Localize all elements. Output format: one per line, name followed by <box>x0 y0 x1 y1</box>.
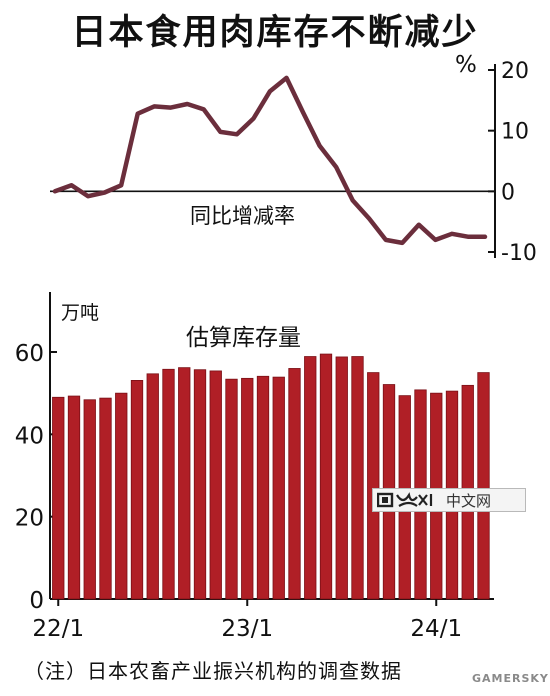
main-title: 日本食用肉库存不断减少 <box>71 13 479 53</box>
source-note: （注）日本农畜产业振兴机构的调查数据 <box>24 659 402 683</box>
bar-y-tick-label: 40 <box>15 423 44 449</box>
bar-y-tick-label: 20 <box>15 506 44 532</box>
bar <box>67 395 81 600</box>
bar-y-tick-label: 0 <box>29 588 44 614</box>
bar <box>209 370 222 600</box>
bar-x-tick-label: 22/1 <box>32 616 84 642</box>
bar-x-tick-label: 24/1 <box>410 616 462 642</box>
bar <box>193 369 207 600</box>
bar <box>304 356 317 600</box>
y-tick-label: 0 <box>501 180 515 205</box>
bar <box>130 380 144 600</box>
y-tick-label: -10 <box>501 241 537 266</box>
bar <box>52 396 65 600</box>
bar <box>115 392 128 600</box>
bar <box>477 372 490 600</box>
bar-y-tick-label: 60 <box>15 341 44 367</box>
bar <box>351 356 364 600</box>
line-series-label: 同比增减率 <box>190 204 295 228</box>
bar <box>272 376 285 600</box>
bar <box>256 375 270 600</box>
y-tick-label: 10 <box>501 120 529 145</box>
bar <box>99 397 112 600</box>
watermark-logo <box>377 492 433 508</box>
series-line <box>52 75 488 246</box>
y-tick-label: 20 <box>501 59 529 84</box>
credit-watermark: GAMERSKY <box>472 672 549 685</box>
bar <box>162 368 175 600</box>
bar <box>367 372 380 600</box>
bar <box>225 378 238 600</box>
bar <box>178 367 191 600</box>
bar <box>319 353 333 600</box>
bar <box>83 399 96 600</box>
bar <box>335 356 348 600</box>
bar <box>241 377 254 600</box>
bar <box>146 373 159 600</box>
bar-x-tick-label: 23/1 <box>221 616 273 642</box>
watermark-text: 中文网 <box>446 492 492 510</box>
bar <box>288 368 301 600</box>
bar-unit-label: 万吨 <box>61 302 100 324</box>
line-unit-label: % <box>455 52 477 78</box>
watermark: 中文网 <box>372 488 526 512</box>
line-chart: 20 10 0 -10 <box>50 59 537 266</box>
bar-chart-title: 估算库存量 <box>186 325 301 351</box>
